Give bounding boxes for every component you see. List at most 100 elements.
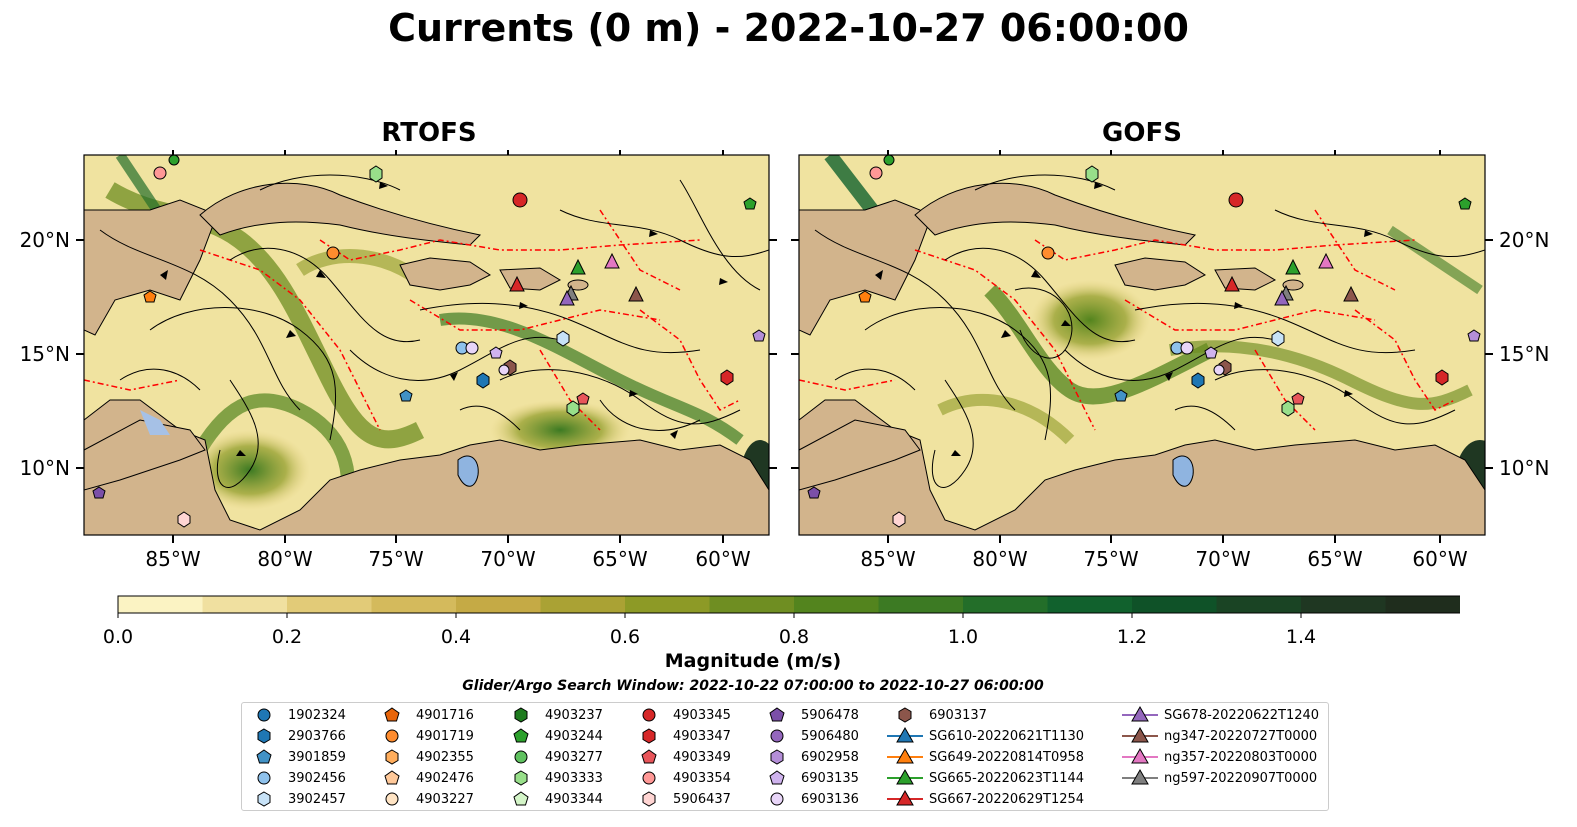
legend-marker-icon — [769, 707, 785, 722]
colorbar: 0.0 0.2 0.4 0.6 0.8 1.0 1.2 1.4 — [103, 595, 1460, 648]
legend-marker-icon — [257, 708, 271, 722]
legend-item: 4903277 — [501, 747, 603, 767]
colorbar-segment — [1216, 596, 1302, 613]
legend-marker-icon — [257, 728, 271, 744]
legend-item: SG665-20220623T1144 — [885, 768, 1084, 788]
search-window-label: Glider/Argo Search Window: 2022-10-22 07… — [462, 678, 1044, 694]
legend-item: 3902457 — [244, 789, 346, 809]
colorbar-segment — [1047, 596, 1133, 613]
colorbar-tick: 0.2 — [272, 626, 302, 648]
legend-item-label: SG667-20220629T1254 — [929, 791, 1085, 807]
legend-item-label: 6902958 — [801, 749, 859, 765]
colorbar-tick: 0.6 — [610, 626, 640, 648]
legend-item-label: 4903333 — [545, 770, 603, 786]
legend-item: 4903349 — [629, 747, 731, 767]
legend-marker-icon — [887, 768, 923, 785]
colorbar-segment — [794, 596, 880, 613]
legend-item-label: 4903347 — [673, 728, 731, 744]
legend-item-label: ng597-20220907T0000 — [1164, 770, 1318, 786]
panel-title-rtofs: RTOFS — [381, 118, 477, 148]
legend-item-label: 4903237 — [545, 707, 603, 723]
colorbar-segment — [371, 596, 457, 613]
legend-item-label: ng357-20220803T0000 — [1164, 749, 1318, 765]
legend-marker-icon — [384, 707, 400, 722]
legend-item-label: 4903227 — [416, 791, 474, 807]
legend-item-label: 6903137 — [929, 707, 987, 723]
legend-marker-icon — [887, 726, 923, 743]
legend-item: ng357-20220803T0000 — [1120, 747, 1317, 767]
legend-marker-icon — [256, 749, 272, 764]
gofs-ytick-15n: 15°N — [1499, 342, 1549, 366]
gofs-ytick-20n: 20°N — [1499, 228, 1549, 252]
legend-item-label: 4902476 — [416, 770, 474, 786]
legend-marker-icon — [514, 707, 528, 723]
rtofs-xtick-75w: 75°W — [368, 547, 423, 571]
colorbar-tick: 1.2 — [1117, 626, 1147, 648]
legend-item-label: SG665-20220623T1144 — [929, 770, 1085, 786]
rtofs-ytick-10n: 10°N — [20, 456, 70, 480]
legend-marker-icon — [887, 789, 923, 806]
rtofs-xtick-85w: 85°W — [145, 547, 200, 571]
rtofs-xtick-80w: 80°W — [257, 547, 312, 571]
legend-item-label: ng347-20220727T0000 — [1164, 728, 1318, 744]
legend-item-label: 5906437 — [673, 791, 731, 807]
legend-item: 4903227 — [372, 789, 474, 809]
legend-item: 3902456 — [244, 768, 346, 788]
legend-item: SG667-20220629T1254 — [885, 789, 1084, 809]
legend-item: 4903237 — [501, 705, 603, 725]
legend-marker-icon — [1122, 768, 1158, 785]
legend-marker-icon — [641, 749, 657, 764]
legend-marker-icon — [1122, 726, 1158, 743]
rtofs-map-panel: 85°W 80°W 75°W 70°W 65°W 60°W 20°N 15°N … — [20, 150, 777, 571]
gofs-xtick-75w: 75°W — [1083, 547, 1138, 571]
legend-item: 6903137 — [885, 705, 987, 725]
legend-item-label: 2903766 — [288, 728, 346, 744]
legend-marker-icon — [514, 750, 528, 764]
colorbar-tick: 0.4 — [441, 626, 471, 648]
gofs-xtick-60w: 60°W — [1412, 547, 1467, 571]
colorbar-segments — [117, 595, 1460, 614]
legend-item-label: 4903244 — [545, 728, 603, 744]
legend-item: 4902355 — [372, 747, 474, 767]
colorbar-label: Magnitude (m/s) — [664, 650, 842, 672]
legend-item: 4903333 — [501, 768, 603, 788]
legend-marker-icon — [770, 749, 784, 765]
legend-item: 5906437 — [629, 789, 731, 809]
gofs-xtick-85w: 85°W — [860, 547, 915, 571]
legend-item: 4901716 — [372, 705, 474, 725]
legend-item-label: 4901716 — [416, 707, 474, 723]
legend-marker-icon — [887, 747, 923, 764]
gofs-ytick-10n: 10°N — [1499, 456, 1549, 480]
legend-item-label: 4901719 — [416, 728, 474, 744]
legend-marker-icon — [770, 729, 784, 743]
legend-item-label: 3901859 — [288, 749, 346, 765]
colorbar-segment — [202, 596, 288, 613]
rtofs-map-frame — [83, 154, 770, 536]
colorbar-segment — [540, 596, 626, 613]
legend-item: 3901859 — [244, 747, 346, 767]
legend-marker-icon — [1122, 705, 1158, 722]
colorbar-segment — [1385, 596, 1460, 613]
colorbar-tick: 1.4 — [1286, 626, 1316, 648]
legend-item: 4903345 — [629, 705, 731, 725]
legend-marker-icon — [514, 770, 528, 786]
legend-item: SG610-20220621T1130 — [885, 726, 1084, 746]
legend-item-label: 3902457 — [288, 791, 346, 807]
colorbar-tick: 1.0 — [948, 626, 978, 648]
legend-marker-icon — [642, 728, 656, 744]
legend-item: 4903244 — [501, 726, 603, 746]
legend-marker-icon — [385, 729, 399, 743]
gofs-xtick-65w: 65°W — [1307, 547, 1362, 571]
legend-marker-icon — [385, 749, 399, 765]
legend-item-label: 3902456 — [288, 770, 346, 786]
colorbar-segment — [456, 596, 542, 613]
rtofs-xtick-60w: 60°W — [695, 547, 750, 571]
legend-item: 4902476 — [372, 768, 474, 788]
legend: 1902324 2903766 3901859 3902456 3902457 49017… — [241, 702, 1329, 811]
legend-item: 1902324 — [244, 705, 346, 725]
gofs-map-frame — [798, 154, 1486, 536]
colorbar-outline — [117, 595, 1460, 614]
colorbar-segment — [287, 596, 373, 613]
colorbar-segment — [1301, 596, 1387, 613]
rtofs-ytick-15n: 15°N — [20, 342, 70, 366]
